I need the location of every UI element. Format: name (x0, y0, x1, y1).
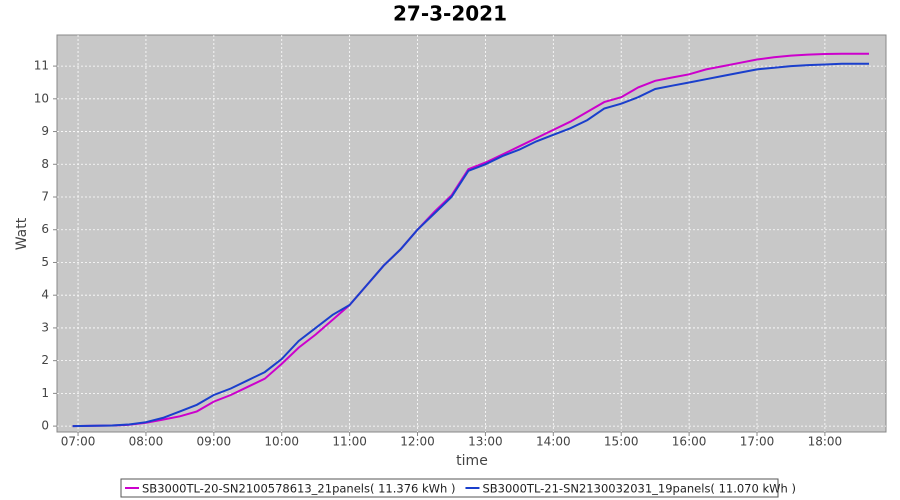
x-tick-label: 14:00 (536, 435, 571, 449)
x-tick-label: 07:00 (61, 435, 96, 449)
chart-title: 27-3-2021 (393, 2, 507, 26)
legend (120, 478, 779, 498)
x-tick-label: 11:00 (332, 435, 367, 449)
y-tick-label: 0 (41, 419, 49, 433)
x-tick-label: 09:00 (197, 435, 232, 449)
x-tick-label: 15:00 (604, 435, 639, 449)
x-tick-label: 16:00 (672, 435, 707, 449)
x-tick-label: 10:00 (264, 435, 299, 449)
legend-label: SB3000TL-21-SN2130032031_19panels( 11.07… (482, 482, 795, 496)
y-tick-label: 3 (41, 320, 49, 334)
y-tick-label: 6 (41, 222, 49, 236)
y-tick-label: 1 (41, 386, 49, 400)
y-tick-label: 2 (41, 353, 49, 367)
x-axis-label: time (456, 453, 488, 469)
y-tick-label: 5 (41, 255, 49, 269)
y-axis-label: Watt (14, 217, 30, 250)
x-tick-label: 08:00 (129, 435, 164, 449)
series-line (72, 62, 869, 428)
y-tick-label: 11 (34, 59, 49, 73)
y-tick-label: 9 (41, 124, 49, 138)
y-tick-label: 10 (34, 91, 49, 105)
y-tick-label: 4 (41, 288, 49, 302)
x-tick-label: 18:00 (808, 435, 843, 449)
series-line (72, 52, 869, 428)
y-tick-label: 7 (41, 190, 49, 204)
y-tick-label: 8 (41, 157, 49, 171)
x-tick-label: 12:00 (400, 435, 435, 449)
legend-label: SB3000TL-20-SN2100578613_21panels( 11.37… (142, 482, 455, 496)
x-tick-label: 13:00 (468, 435, 503, 449)
x-tick-label: 17:00 (740, 435, 775, 449)
plot-area (56, 34, 887, 433)
